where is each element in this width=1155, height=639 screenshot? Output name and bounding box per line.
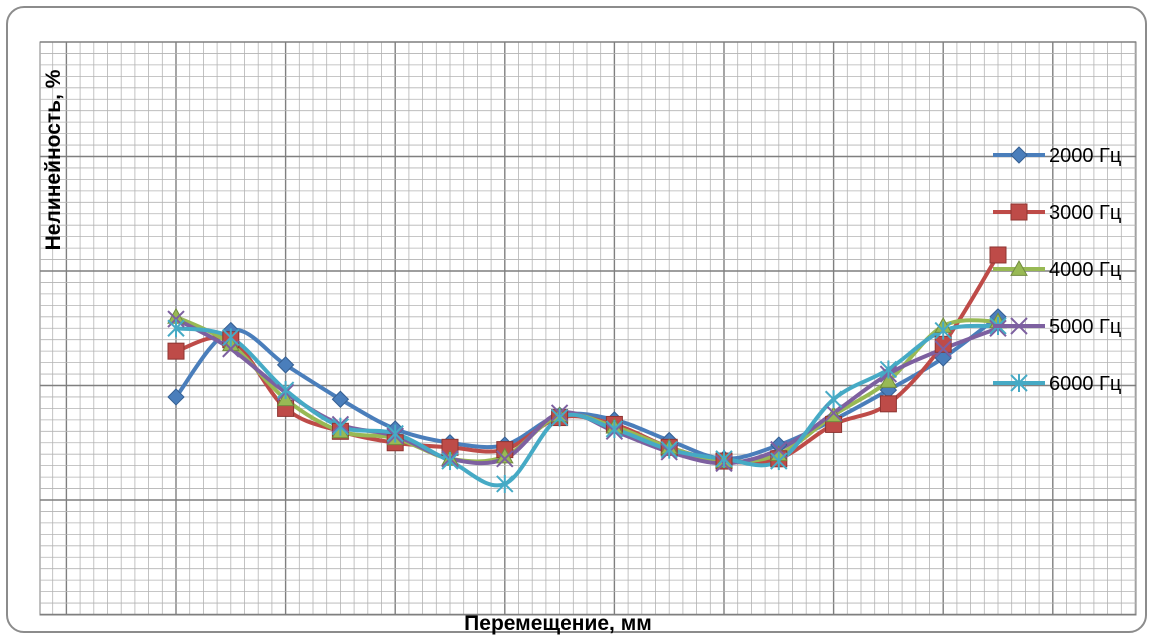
- data-point-s4-0: [167, 319, 185, 338]
- legend-marker: [1010, 146, 1028, 164]
- data-point-s3-14: [934, 340, 952, 358]
- legend-marker: [1010, 259, 1028, 276]
- data-point-s3-12: [824, 404, 843, 422]
- data-point-s2-13: [879, 371, 898, 388]
- y-axis-title: Нелинейность, %: [42, 69, 65, 250]
- legend-marker: [1010, 374, 1028, 392]
- legend-label: 2000 Гц: [1049, 145, 1121, 167]
- data-point-s4-2: [276, 381, 295, 400]
- legend-label: 6000 Гц: [1049, 373, 1121, 395]
- data-point-s0-2: [276, 356, 295, 374]
- data-point-s3-6: [496, 450, 514, 468]
- legend-item-4: 6000 Гц: [993, 373, 1121, 395]
- data-point-s1-0: [167, 342, 185, 360]
- data-point-s4-11: [770, 452, 788, 471]
- data-point-s4-6: [496, 474, 514, 493]
- series-line-4: [175, 323, 999, 488]
- series-lines: [174, 253, 1000, 488]
- data-point-s4-9: [660, 440, 678, 459]
- chart-legend: 2000 Гц 3000 Гц 4000 Гц 5000 Гц 6000 Гц: [993, 145, 1121, 395]
- data-point-s0-3: [331, 390, 350, 408]
- data-point-s4-13: [879, 360, 898, 379]
- legend-marker: [1010, 203, 1028, 221]
- data-point-s4-4: [386, 424, 404, 443]
- data-point-s3-0: [167, 310, 185, 328]
- data-point-s4-1: [222, 328, 240, 347]
- data-point-s4-12: [824, 390, 843, 409]
- legend-marker: [1010, 317, 1028, 335]
- data-point-s4-3: [331, 417, 350, 436]
- data-point-s4-8: [605, 420, 624, 439]
- data-point-s4-7: [550, 408, 569, 427]
- legend-item-2: 4000 Гц: [993, 259, 1121, 281]
- data-point-s4-10: [715, 449, 733, 468]
- data-point-s1-13: [879, 395, 897, 413]
- series-markers: [167, 246, 1007, 493]
- data-point-s4-5: [441, 452, 459, 471]
- legend-item-3: 5000 Гц: [993, 316, 1121, 338]
- chart-grid: [39, 41, 1137, 616]
- legend-label: 4000 Гц: [1049, 259, 1121, 281]
- data-point-s1-15: [989, 246, 1007, 264]
- legend-label: 5000 Гц: [1049, 316, 1121, 338]
- legend-label: 3000 Гц: [1049, 202, 1121, 224]
- legend-item-1: 3000 Гц: [993, 202, 1121, 224]
- data-point-s0-0: [167, 388, 185, 406]
- data-point-s4-14: [934, 321, 952, 340]
- legend-item-0: 2000 Гц: [993, 145, 1121, 167]
- x-axis-title: Перемещение, мм: [464, 612, 652, 635]
